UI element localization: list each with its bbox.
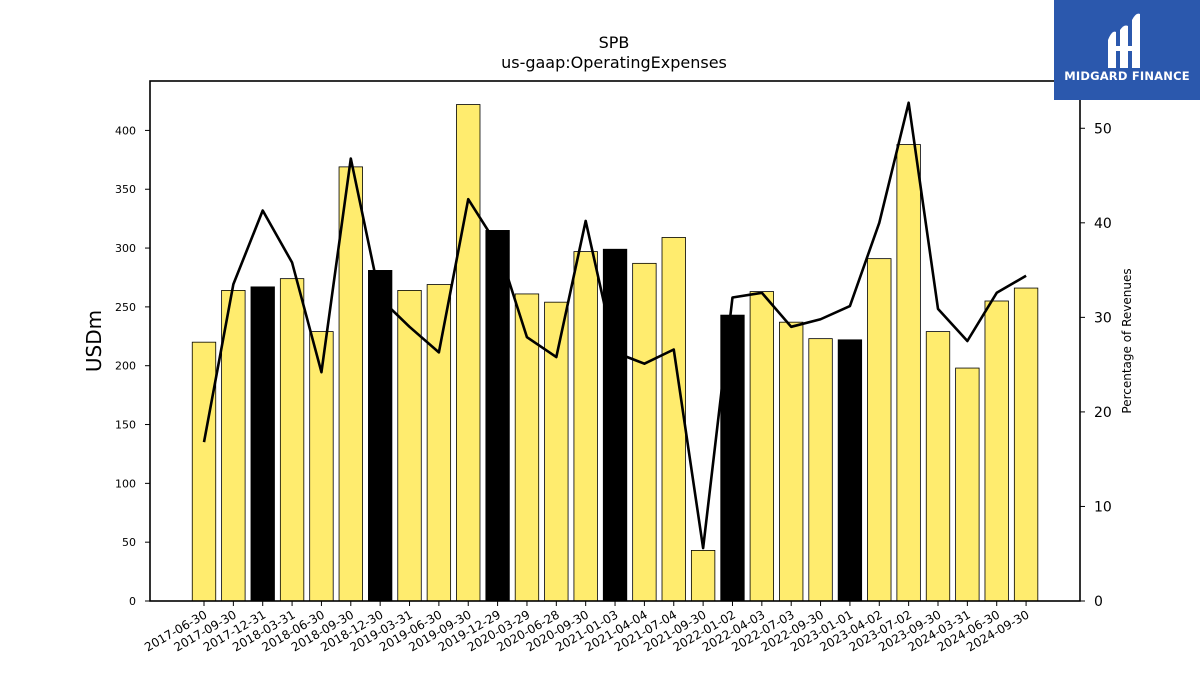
bar-2017-12-31 xyxy=(250,286,275,602)
bar-2021-09-30 xyxy=(690,550,716,602)
y-axis-label: USDm xyxy=(82,310,106,372)
chart-subtitle: us-gaap:OperatingExpenses xyxy=(501,53,727,72)
bar-2018-12-30 xyxy=(368,270,393,602)
bar-2020-09-30 xyxy=(573,251,598,602)
axes-group: 050100150200250300350400010203040502017-… xyxy=(115,80,1112,654)
bar-2018-09-30 xyxy=(338,166,363,602)
y-tick-label-0: 0 xyxy=(129,595,136,608)
y-tick-label-50: 50 xyxy=(122,536,136,549)
bar-2024-03-31 xyxy=(955,367,980,602)
y2-tick-label-30: 30 xyxy=(1094,310,1112,326)
brand-mark-icon xyxy=(1108,13,1140,69)
y-tick-label-400: 400 xyxy=(115,124,136,137)
bar-2019-06-30 xyxy=(426,284,452,602)
y-tick-label-350: 350 xyxy=(115,183,136,196)
chart-title: SPB xyxy=(599,33,630,52)
y-tick-label-250: 250 xyxy=(115,301,136,314)
bar-2020-06-28 xyxy=(544,301,569,602)
bar-2022-07-03 xyxy=(779,321,804,602)
bar-2018-03-31 xyxy=(279,278,305,602)
bar-2023-07-02 xyxy=(896,144,921,602)
bar-2017-09-30 xyxy=(221,290,246,602)
bar-2023-09-30 xyxy=(925,331,951,602)
percentage-line xyxy=(202,101,1027,550)
bar-2019-09-30 xyxy=(456,104,481,602)
bar-2023-04-02 xyxy=(867,258,892,602)
y2-tick-label-20: 20 xyxy=(1094,405,1112,421)
y2-tick-label-0: 0 xyxy=(1094,594,1103,610)
y-tick-label-300: 300 xyxy=(115,242,136,255)
bar-2022-09-30 xyxy=(808,338,833,602)
brand-name: MIDGARD FINANCE xyxy=(1064,69,1190,83)
y-tick-label-200: 200 xyxy=(115,360,136,373)
line-group xyxy=(202,101,1027,550)
bar-2017-06-30 xyxy=(191,341,217,602)
brand-logo: MIDGARD FINANCE xyxy=(1054,0,1200,100)
bar-2024-09-30 xyxy=(1013,287,1039,602)
y2-tick-label-10: 10 xyxy=(1094,499,1112,515)
bar-2019-12-29 xyxy=(485,230,510,602)
y2-tick-label-50: 50 xyxy=(1094,121,1112,137)
y-tick-label-100: 100 xyxy=(115,477,136,490)
bar-2020-03-29 xyxy=(514,293,540,602)
y-tick-label-150: 150 xyxy=(115,419,136,432)
bar-2021-04-04 xyxy=(632,262,657,602)
bar-2023-01-01 xyxy=(837,339,863,602)
bars-group xyxy=(191,104,1039,602)
bar-2021-01-03 xyxy=(602,248,628,602)
bar-2024-06-30 xyxy=(984,300,1009,602)
bar-2019-03-31 xyxy=(397,290,422,602)
bar-2022-04-03 xyxy=(749,291,774,602)
bar-2021-07-04 xyxy=(661,237,686,602)
y2-axis-label: Percentage of Revenues xyxy=(1120,268,1134,413)
y2-tick-label-40: 40 xyxy=(1094,216,1112,232)
